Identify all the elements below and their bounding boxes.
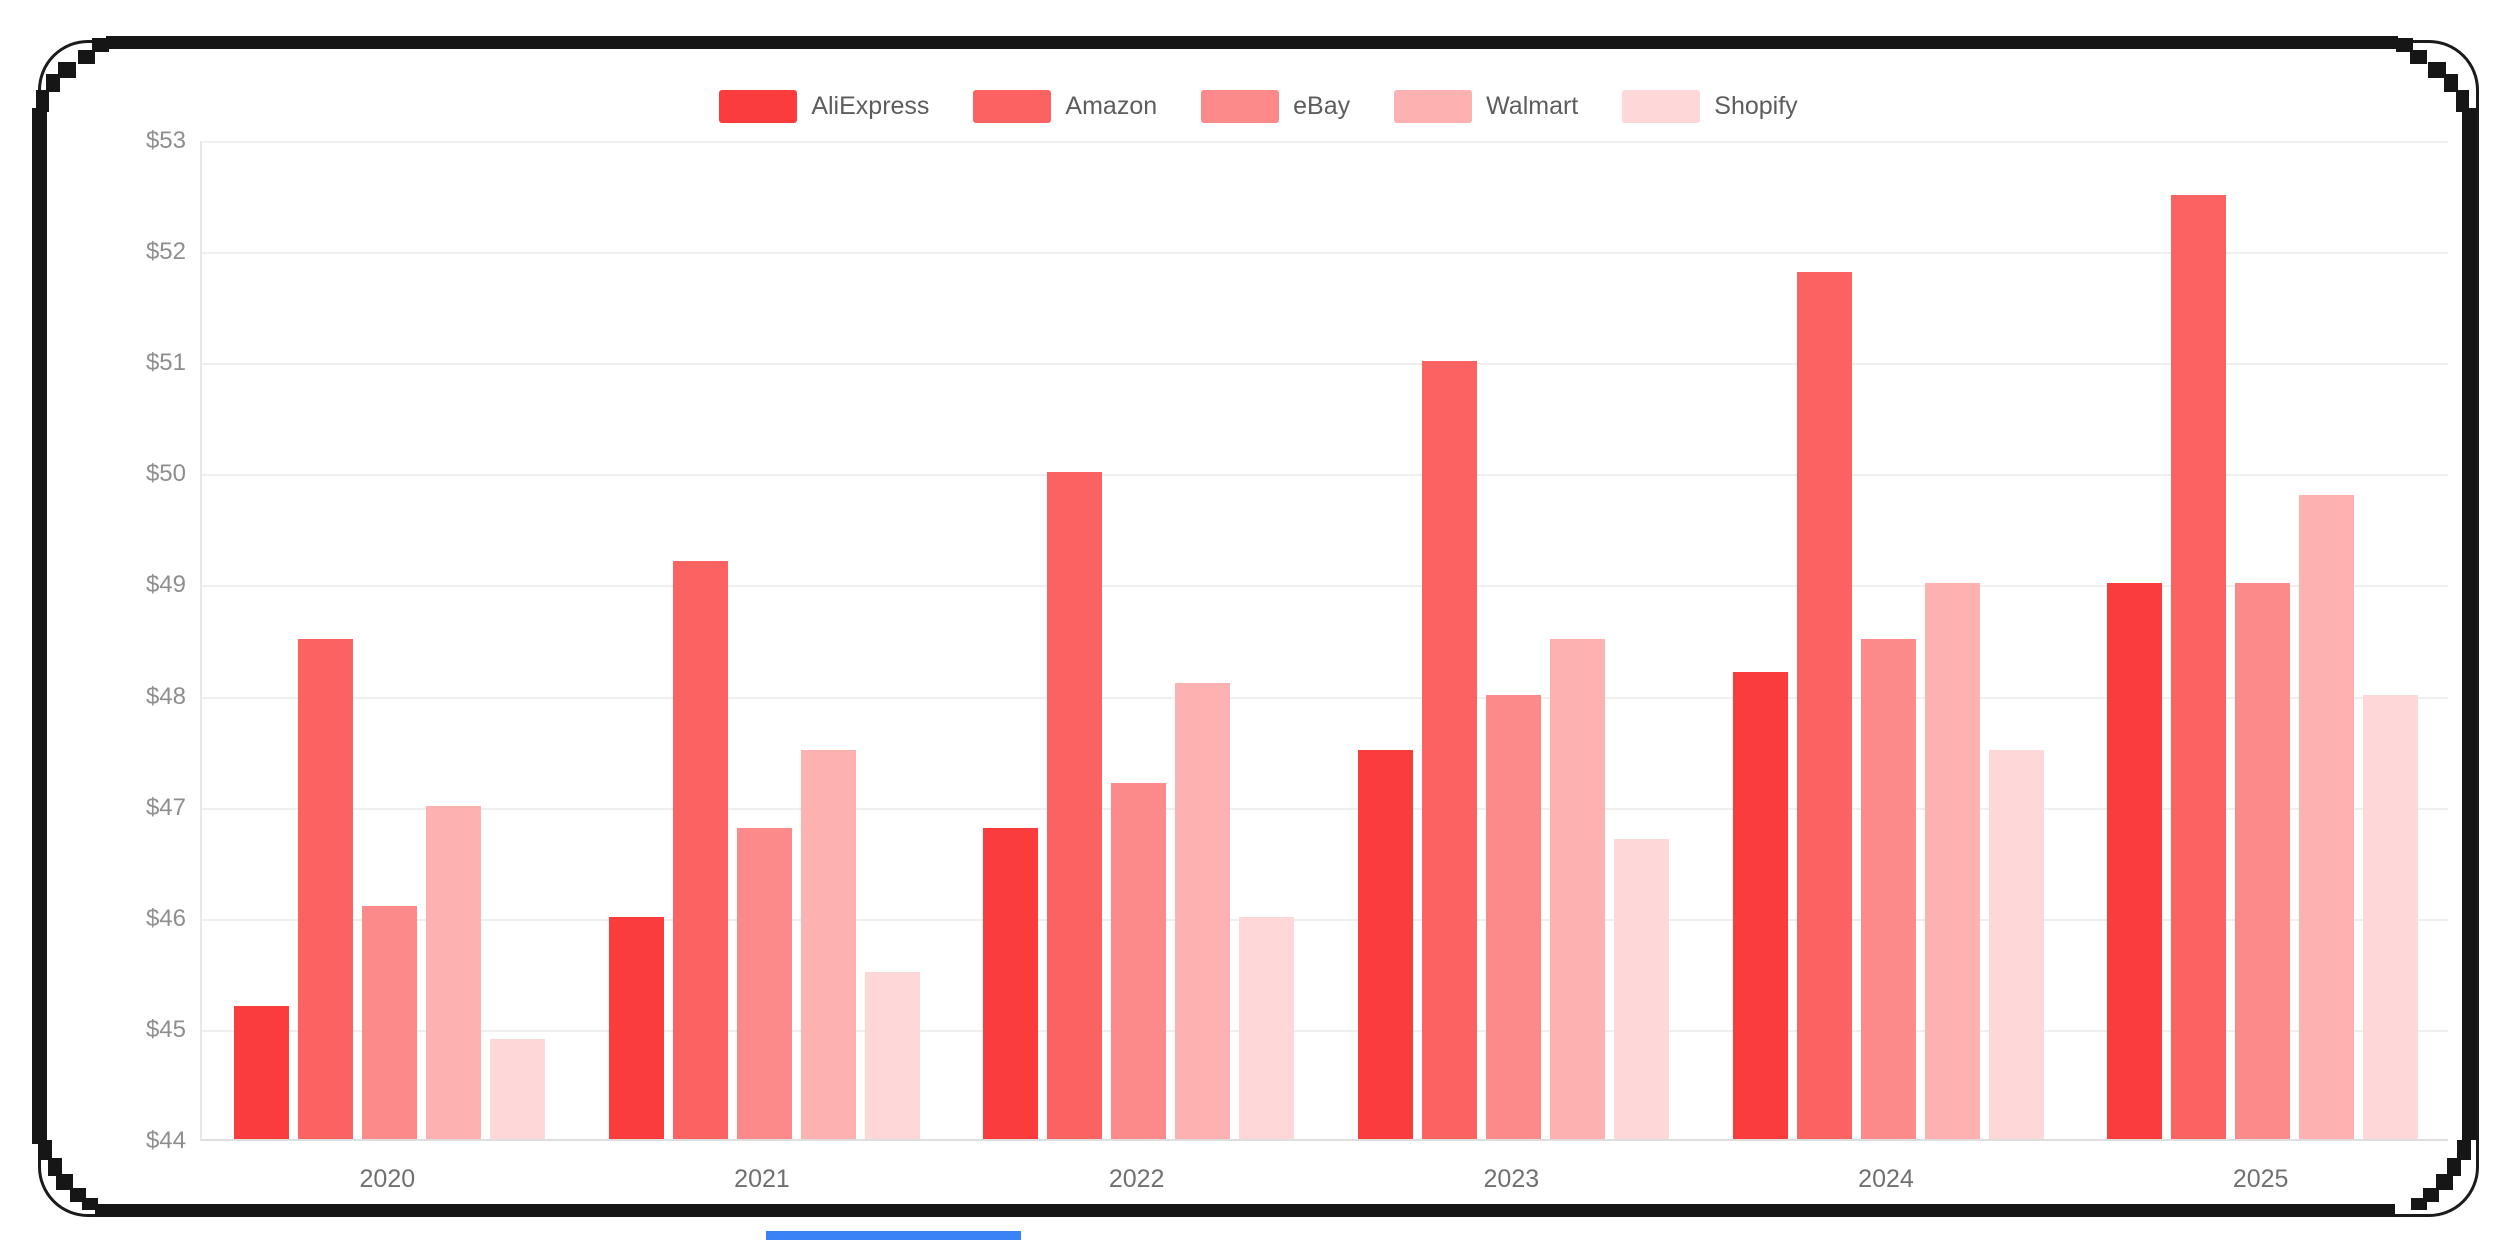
frame-corner-step [92,38,109,52]
bar-ebay-2025[interactable] [2235,583,2291,1139]
frame-bar-top [106,36,2398,49]
frame-corner-step [38,1140,52,1160]
y-axis-tick-label: $46 [145,904,186,932]
bar-shopify-2023[interactable] [1613,839,1669,1139]
bottom-accent-bar [766,1231,1021,1240]
legend-swatch-icon [1394,89,1473,123]
gridline [202,474,2448,477]
frame-bar-right [2462,108,2477,1140]
x-axis-tick-label: 2025 [2232,1165,2289,1193]
bar-aliexpress-2025[interactable] [2107,583,2163,1139]
legend: AliExpress Amazon eBay Walmart Shopify [41,88,2476,124]
frame-corner-step [2396,38,2413,52]
legend-label: Amazon [1065,91,1158,120]
bar-walmart-2025[interactable] [2299,494,2355,1139]
frame-corner-step [48,1158,62,1176]
x-axis-tick-label: 2021 [734,1165,790,1193]
bar-walmart-2024[interactable] [1924,583,1980,1139]
y-axis: $44 $45 $46 $47 $48 $49 $50 $51 $52 $53 [41,128,186,1154]
bar-ebay-2022[interactable] [1111,783,1167,1139]
bar-ebay-2021[interactable] [736,827,792,1139]
frame-corner-step [2447,1158,2461,1176]
frame-bar-left [32,108,47,1144]
frame-corner-step [2444,74,2458,92]
y-axis-tick-label: $52 [145,238,186,266]
legend-item-ebay[interactable]: eBay [1201,89,1351,123]
frame-corner-step [2428,62,2446,78]
legend-item-aliexpress[interactable]: AliExpress [719,89,930,123]
legend-label: Walmart [1486,91,1579,120]
legend-swatch-icon [1622,89,1701,123]
gridline [202,252,2448,255]
legend-label: Shopify [1714,91,1798,120]
legend-item-shopify[interactable]: Shopify [1622,89,1798,123]
gridline [202,1029,2448,1032]
bar-amazon-2020[interactable] [297,639,353,1139]
bar-shopify-2021[interactable] [864,972,920,1139]
frame-corner-step [82,1198,98,1210]
y-axis-tick-label: $47 [145,793,186,821]
x-axis: 2020 2021 2022 2023 2024 2025 [200,1163,2448,1203]
bar-amazon-2025[interactable] [2171,194,2227,1139]
bar-walmart-2022[interactable] [1175,683,1231,1139]
bar-shopify-2025[interactable] [2363,694,2419,1139]
frame-corner-step [2410,50,2427,64]
frame-corner-step [56,1174,73,1190]
bar-walmart-2021[interactable] [800,750,856,1139]
legend-swatch-icon [1201,89,1280,123]
gridline [202,918,2448,921]
bar-aliexpress-2022[interactable] [983,827,1039,1139]
bar-ebay-2023[interactable] [1485,694,1541,1139]
frame-corner-step [2411,1198,2427,1210]
x-axis-tick-label: 2022 [1108,1165,1165,1193]
bar-shopify-2020[interactable] [489,1039,545,1139]
legend-item-walmart[interactable]: Walmart [1394,89,1579,123]
legend-swatch-icon [973,89,1052,123]
gridline [202,585,2448,588]
frame-corner-step [2436,1174,2453,1190]
legend-label: AliExpress [811,91,930,120]
y-axis-tick-label: $48 [145,682,186,710]
bar-amazon-2024[interactable] [1796,272,1852,1139]
bar-walmart-2020[interactable] [425,805,481,1139]
bar-walmart-2023[interactable] [1549,639,1605,1139]
gridline [202,141,2448,143]
y-axis-tick-label: $53 [145,127,186,154]
gridline [202,696,2448,699]
gridline [202,807,2448,810]
bar-amazon-2021[interactable] [672,561,728,1139]
bar-shopify-2022[interactable] [1239,916,1295,1139]
frame-corner-step [58,62,76,78]
bar-aliexpress-2023[interactable] [1357,750,1413,1139]
bar-aliexpress-2020[interactable] [233,1005,289,1139]
frame-corner-step [2456,90,2469,112]
x-axis-tick-label: 2023 [1483,1165,1540,1193]
x-axis-tick-label: 2024 [1858,1165,1914,1193]
y-axis-tick-label: $50 [145,460,186,488]
bar-aliexpress-2021[interactable] [608,916,664,1139]
plot-area [200,141,2448,1141]
frame-corner-step [78,50,95,64]
frame-corner-step [36,90,49,112]
y-axis-tick-label: $51 [145,349,186,377]
gridline [202,363,2448,366]
y-axis-tick-label: $45 [145,1015,186,1043]
x-axis-tick-label: 2020 [359,1165,416,1193]
bar-amazon-2023[interactable] [1421,361,1477,1139]
frame-corner-step [2457,1140,2471,1160]
chart-card: AliExpress Amazon eBay Walmart Shopify $44 $4… [38,40,2479,1217]
bar-amazon-2022[interactable] [1047,472,1103,1139]
bar-ebay-2024[interactable] [1860,639,1916,1139]
bar-aliexpress-2024[interactable] [1732,672,1788,1139]
frame-corner-step [46,74,60,92]
legend-swatch-icon [719,89,798,123]
frame-corner-step [2423,1188,2439,1202]
y-axis-tick-label: $49 [145,571,186,599]
legend-item-amazon[interactable]: Amazon [973,89,1158,123]
legend-label: eBay [1293,91,1351,120]
bar-ebay-2020[interactable] [361,905,417,1139]
bar-shopify-2024[interactable] [1988,750,2044,1139]
frame-bar-bottom [95,1204,2395,1217]
y-axis-tick-label: $44 [145,1127,186,1154]
